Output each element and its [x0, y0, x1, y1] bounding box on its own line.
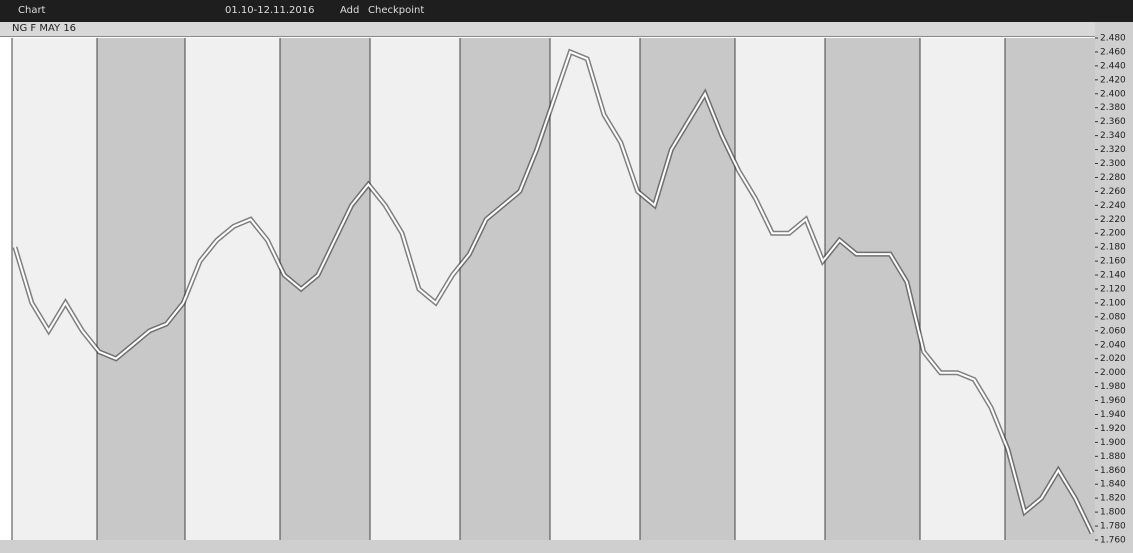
y-tick-label: 2.240: [1100, 201, 1126, 211]
y-tick-label: 2.180: [1100, 243, 1126, 253]
y-tick-label: 2.380: [1100, 103, 1126, 113]
x-axis-panel: [0, 540, 1095, 553]
session-band: [185, 38, 280, 540]
session-band: [640, 38, 735, 540]
y-tick-label: 2.220: [1100, 215, 1126, 225]
chart-header: NG F MAY 16: [0, 22, 1095, 37]
y-tick-label: 1.840: [1100, 480, 1126, 490]
add-button[interactable]: Add: [340, 5, 360, 16]
y-tick-label: 2.080: [1100, 312, 1126, 322]
y-tick-label: 2.120: [1100, 285, 1126, 295]
y-tick-label: 2.440: [1100, 61, 1126, 71]
session-band: [280, 38, 370, 540]
y-tick-label: 2.060: [1100, 326, 1126, 336]
y-tick-label: 2.160: [1100, 257, 1126, 267]
toolbar: Chart 01.10-12.11.2016 Add Checkpoint: [0, 0, 1133, 22]
session-band: [825, 38, 920, 540]
y-tick-label: 1.920: [1100, 424, 1126, 434]
y-tick-label: 2.100: [1100, 298, 1126, 308]
y-axis-panel: [1095, 22, 1133, 553]
y-tick-label: 2.280: [1100, 173, 1126, 183]
y-tick-label: 2.480: [1100, 34, 1126, 44]
y-tick-label: 2.000: [1100, 368, 1126, 378]
y-tick-label: 2.420: [1100, 75, 1126, 85]
date-range[interactable]: 01.10-12.11.2016: [225, 5, 315, 16]
y-tick-label: 1.800: [1100, 508, 1126, 518]
y-tick-label: 1.780: [1100, 522, 1126, 532]
y-tick-label: 1.860: [1100, 466, 1126, 476]
chart-button[interactable]: Chart: [18, 5, 46, 16]
session-band: [920, 38, 1005, 540]
session-band: [1005, 38, 1095, 540]
y-tick-label: 1.760: [1100, 536, 1126, 546]
y-tick-label: 2.300: [1100, 159, 1126, 169]
price-line: [14, 50, 1093, 534]
session-band: [12, 38, 97, 540]
y-tick-label: 2.320: [1100, 145, 1126, 155]
y-tick-label: 1.960: [1100, 396, 1126, 406]
session-band: [370, 38, 460, 540]
chart-title: NG F MAY 16: [12, 23, 77, 34]
y-tick-label: 1.940: [1100, 410, 1126, 420]
y-tick-label: 2.020: [1100, 354, 1126, 364]
y-tick-label: 2.040: [1100, 340, 1126, 350]
y-tick-label: 2.360: [1100, 117, 1126, 127]
checkpoint-button[interactable]: Checkpoint: [368, 5, 425, 16]
y-tick-label: 2.200: [1100, 229, 1126, 239]
session-band: [97, 38, 185, 540]
y-tick-label: 2.340: [1100, 131, 1126, 141]
line-halo: [12, 48, 1095, 535]
session-band: [460, 38, 550, 540]
y-tick-label: 2.460: [1100, 47, 1126, 57]
y-tick-label: 2.400: [1100, 89, 1126, 99]
session-band: [735, 38, 825, 540]
y-tick-label: 1.880: [1100, 452, 1126, 462]
y-tick-label: 1.900: [1100, 438, 1126, 448]
session-band: [550, 38, 640, 540]
y-tick-label: 1.820: [1100, 494, 1126, 504]
y-tick-label: 1.980: [1100, 382, 1126, 392]
y-tick-label: 2.260: [1100, 187, 1126, 197]
y-tick-label: 2.140: [1100, 271, 1126, 281]
